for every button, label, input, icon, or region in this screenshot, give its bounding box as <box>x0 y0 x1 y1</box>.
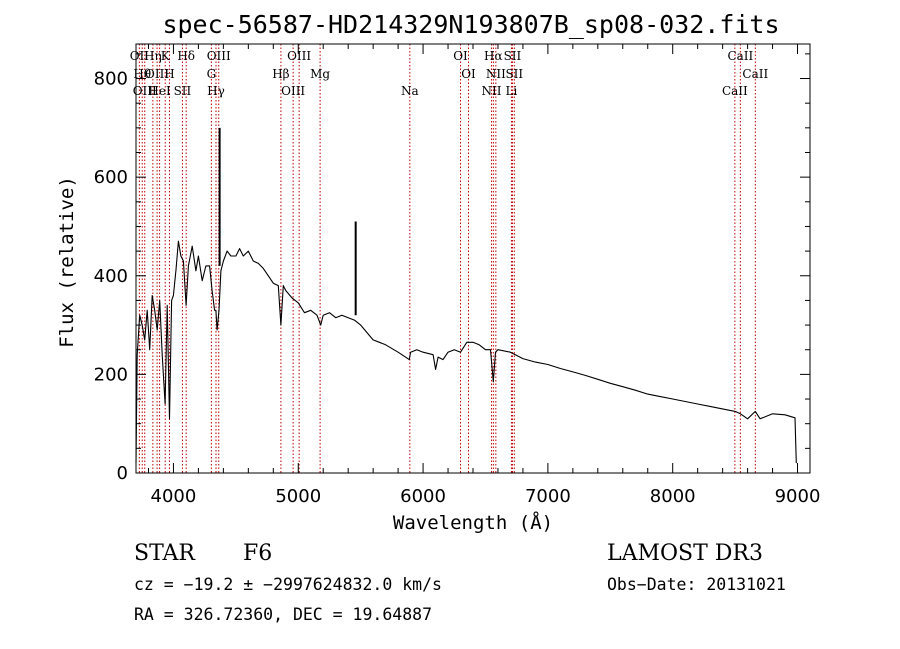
line-label-li: Li <box>506 84 518 98</box>
redshift-readout: cz = −19.2 ± −2997624832.0 km/s <box>134 575 442 594</box>
line-label-hδ: Hδ <box>177 49 195 63</box>
line-label-sii: SII <box>504 49 522 63</box>
y-tick-label: 0 <box>117 463 128 484</box>
line-label-mg: Mg <box>310 67 330 81</box>
x-tick-label: 6000 <box>400 486 446 507</box>
line-label-na: Na <box>401 84 419 98</box>
y-tick-label: 400 <box>94 266 128 287</box>
y-axis-ticks: 0 200 400 600 800 <box>94 53 810 484</box>
observation-date: Obs−Date: 20131021 <box>607 575 786 594</box>
x-tick-label: 5000 <box>275 486 321 507</box>
x-axis-label: Wavelength (Å) <box>393 511 553 534</box>
line-label-oiii: OIII <box>145 67 169 81</box>
line-label-caii: CaII <box>722 84 748 98</box>
x-tick-label: 4000 <box>151 486 197 507</box>
line-label-hei: HeI <box>148 84 171 98</box>
chart-title: spec-56587-HD214329N193807B_sp08-032.fit… <box>162 10 779 39</box>
line-label-oiii: OIII <box>133 84 157 98</box>
survey-name: LAMOST DR3 <box>607 541 763 566</box>
line-label-sii: SII <box>174 84 192 98</box>
x-tick-label: 8000 <box>650 486 696 507</box>
object-subclass: F6 <box>243 541 272 566</box>
line-label-h: H <box>164 67 174 81</box>
line-label-oiii: OIII <box>281 84 305 98</box>
x-axis-ticks: 4000 5000 6000 7000 8000 9000 <box>147 44 821 507</box>
line-label-nii: NII <box>481 84 501 98</box>
line-label-k: K <box>161 49 171 63</box>
line-label-oii: OII <box>130 49 150 63</box>
y-axis-label: Flux (relative) <box>56 176 78 348</box>
object-class: STAR <box>134 541 196 566</box>
line-label-g: G <box>207 67 217 81</box>
y-tick-label: 800 <box>94 69 128 90</box>
line-label-oiii: OIII <box>287 49 311 63</box>
line-label-hη: Hη <box>144 49 162 63</box>
plot-frame <box>135 43 811 474</box>
coordinates-readout: RA = 326.72360, DEC = 19.64887 <box>134 605 432 624</box>
line-label-hα: Hα <box>484 49 503 63</box>
y-tick-label: 200 <box>94 364 128 385</box>
line-label-nii: NII <box>486 67 506 81</box>
spectral-line-markers <box>138 44 756 473</box>
spectrum-flux-line <box>135 240 797 464</box>
y-tick-label: 600 <box>94 167 128 188</box>
line-label-oi: OI <box>461 67 476 81</box>
line-label-caii: CaII <box>742 67 768 81</box>
line-label-oi: OI <box>453 49 468 63</box>
line-label-caii: CaII <box>727 49 753 63</box>
emission-spikes <box>218 127 357 316</box>
line-label-sii: SII <box>505 67 523 81</box>
x-tick-label: 7000 <box>525 486 571 507</box>
line-label-hθ: Hθ <box>133 67 151 81</box>
spectral-line-labels: OIIHθOIIIHηOIIIHeIKHSIIHδGHγOIIIHβOIIIOI… <box>130 49 769 98</box>
line-label-oiii: OIII <box>207 49 231 63</box>
line-label-hβ: Hβ <box>272 67 289 81</box>
line-label-hγ: Hγ <box>207 84 225 98</box>
x-tick-label: 9000 <box>775 486 821 507</box>
